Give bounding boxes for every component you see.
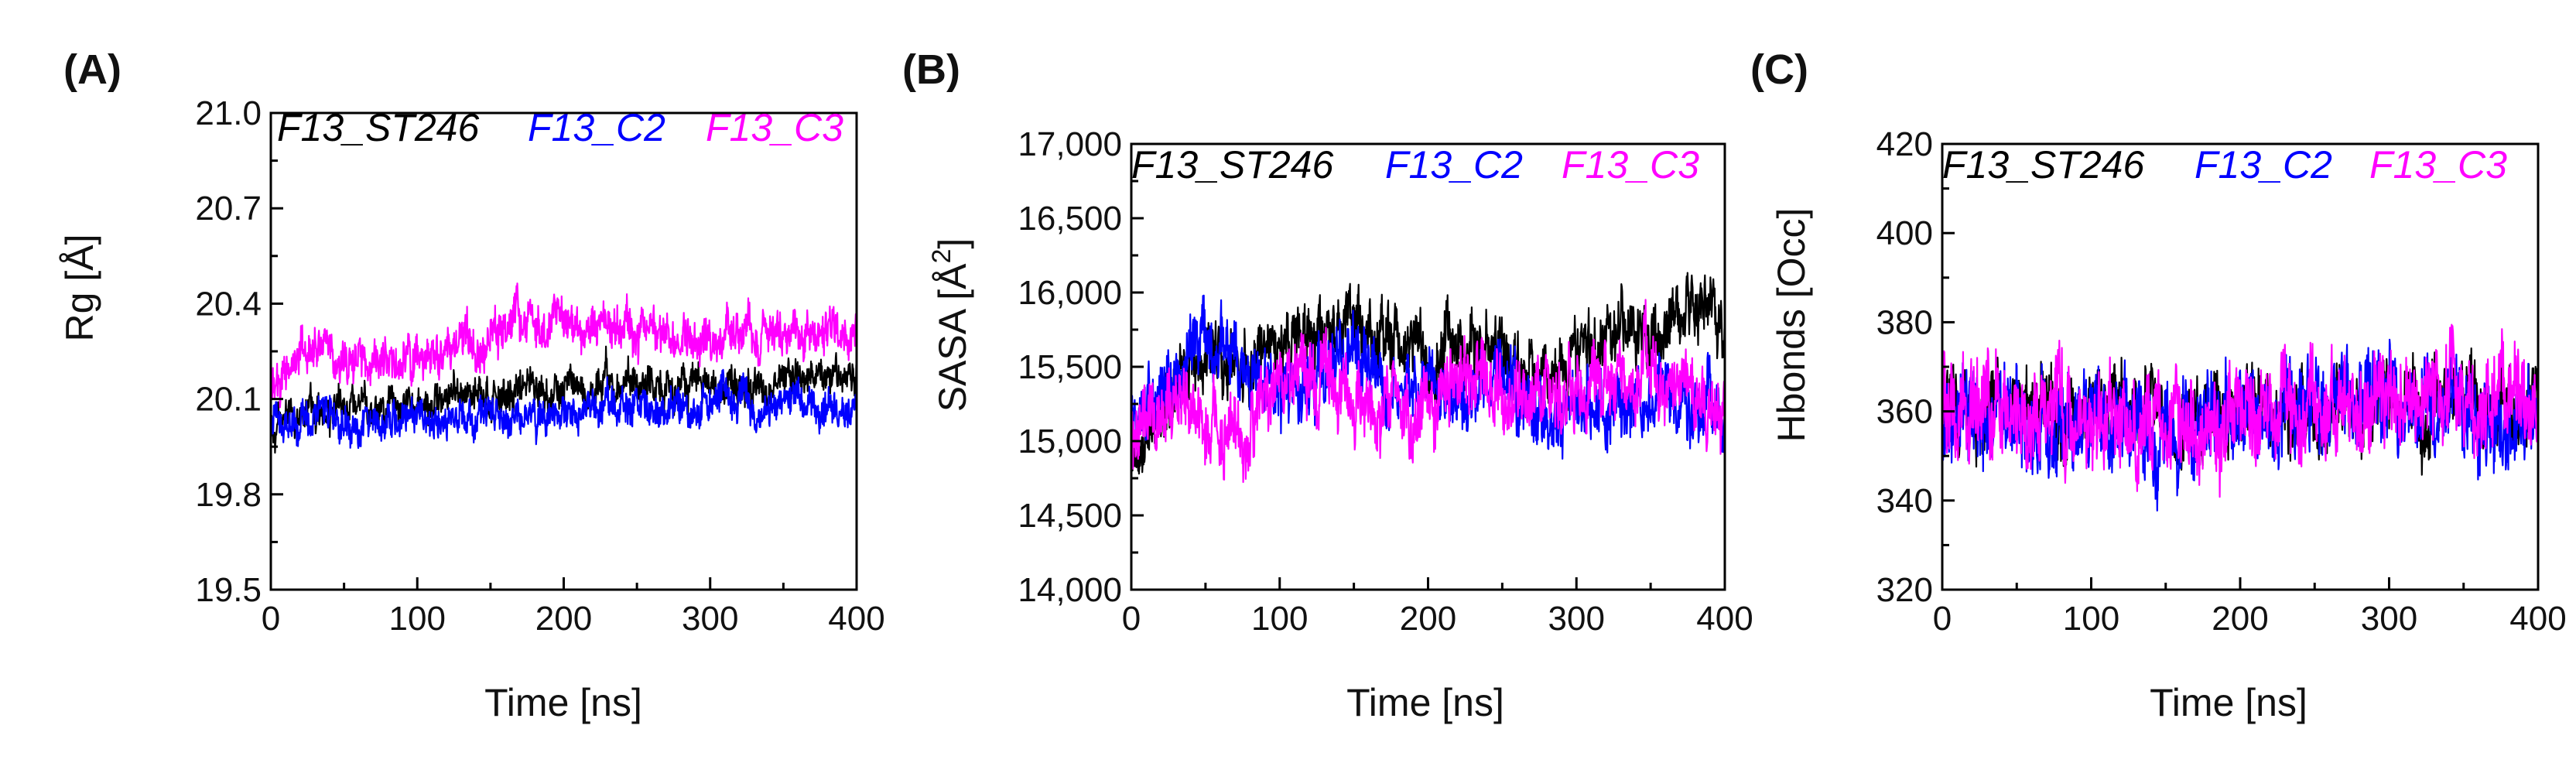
legend-entry-f13-st246: F13_ST246 [1131,143,1333,186]
series-line-f13-c3 [1942,323,2538,498]
y-axis-title-main: SASA [Å [931,263,974,412]
y-tick-label: 380 [1876,303,1933,341]
panel-label: (C) [1750,46,1808,93]
y-axis-title: Rg [Å] [58,234,101,342]
x-tick-label: 100 [2063,600,2119,638]
legend-entry-f13-c3: F13_C3 [706,106,843,149]
x-tick-label: 400 [828,600,884,638]
x-tick-label: 400 [1696,600,1753,638]
legend-entry-f13-c2: F13_C2 [2195,143,2332,186]
legend-entry-f13-c3: F13_C3 [1562,143,1699,186]
x-tick-label: 300 [1548,600,1605,638]
x-axis-title: Time [ns] [1346,681,1504,724]
y-tick-label: 20.7 [195,190,262,228]
series-group [271,282,857,454]
y-axis-title-end: ] [931,238,974,249]
x-tick-label: 0 [262,600,280,638]
x-tick-label: 300 [2361,600,2417,638]
panel-label: (A) [63,46,121,93]
y-tick-label: 420 [1876,125,1933,163]
panel-label: (B) [902,46,960,93]
y-tick-label: 400 [1876,214,1933,252]
series-line-f13-c3 [1131,299,1725,484]
legend: F13_ST246 F13_C2 F13_C3 [1131,143,1699,186]
y-tick-label: 16,500 [1018,200,1122,238]
panel-a: (A) Rg [Å] Time [ns] [58,46,642,724]
x-tick-label: 200 [1400,600,1456,638]
legend: F13_ST246 F13_C2 F13_C3 [1942,143,2507,186]
x-tick-label: 200 [2212,600,2268,638]
panel-c: (C) Hbonds [Occ] Time [ns] [1750,46,2307,724]
series-line-f13-c2 [271,368,857,450]
y-axis-title-superscript: 2 [927,249,956,264]
legend: F13_ST246 F13_C2 F13_C3 [277,106,843,149]
x-tick-label: 200 [535,600,592,638]
y-tick-label: 21.0 [195,94,262,132]
y-tick-label: 14,000 [1018,571,1122,609]
panel-b: (B) SASA [Å2] Time [ns] [902,46,1504,724]
x-tick-label: 100 [389,600,446,638]
series-group [1942,323,2538,512]
y-tick-label: 360 [1876,393,1933,431]
y-tick-label: 19.5 [195,571,262,609]
plot-area: 0 100 200 300 400 19.5 19.8 20.1 20.4 20.7 21.0 [195,94,884,638]
y-tick-label: 16,000 [1018,274,1122,312]
plot-area: 0 100 200 300 400 320 340 360 380 400 420 [1876,125,2567,638]
y-tick-label: 20.4 [195,285,262,323]
x-tick-label: 0 [1122,600,1141,638]
x-tick-label: 400 [2509,600,2566,638]
y-axis-title: SASA [Å2] [927,238,974,412]
plot-layer: 0 100 200 300 400 19.5 19.8 20.1 20.4 20.7 21.0 0 10… [195,94,2566,638]
y-axis-title: Hbonds [Occ] [1770,208,1813,443]
y-tick-label: 340 [1876,482,1933,520]
y-tick-label: 15,000 [1018,423,1122,460]
x-axis-title: Time [ns] [484,681,642,724]
legend-entry-f13-c2: F13_C2 [1385,143,1523,186]
y-tick-label: 14,500 [1018,497,1122,535]
y-tick-label: 320 [1876,571,1933,609]
legend-entry-f13-st246: F13_ST246 [277,106,479,149]
x-tick-label: 300 [682,600,738,638]
x-tick-label: 100 [1251,600,1308,638]
legend-entry-f13-c3: F13_C3 [2369,143,2507,186]
y-tick-label: 15,500 [1018,348,1122,386]
x-tick-label: 0 [1933,600,1952,638]
y-tick-label: 20.1 [195,381,262,419]
y-tick-label: 17,000 [1018,125,1122,163]
series-line-f13-c3 [271,282,857,409]
plot-area: 0 100 200 300 400 14,000 14,500 15,000 15,500 16,… [1018,125,1753,638]
series-group [1131,272,1725,484]
y-tick-label: 19.8 [195,476,262,514]
legend-entry-f13-st246: F13_ST246 [1942,143,2144,186]
x-axis-title: Time [ns] [2150,681,2307,724]
legend-entry-f13-c2: F13_C2 [528,106,665,149]
